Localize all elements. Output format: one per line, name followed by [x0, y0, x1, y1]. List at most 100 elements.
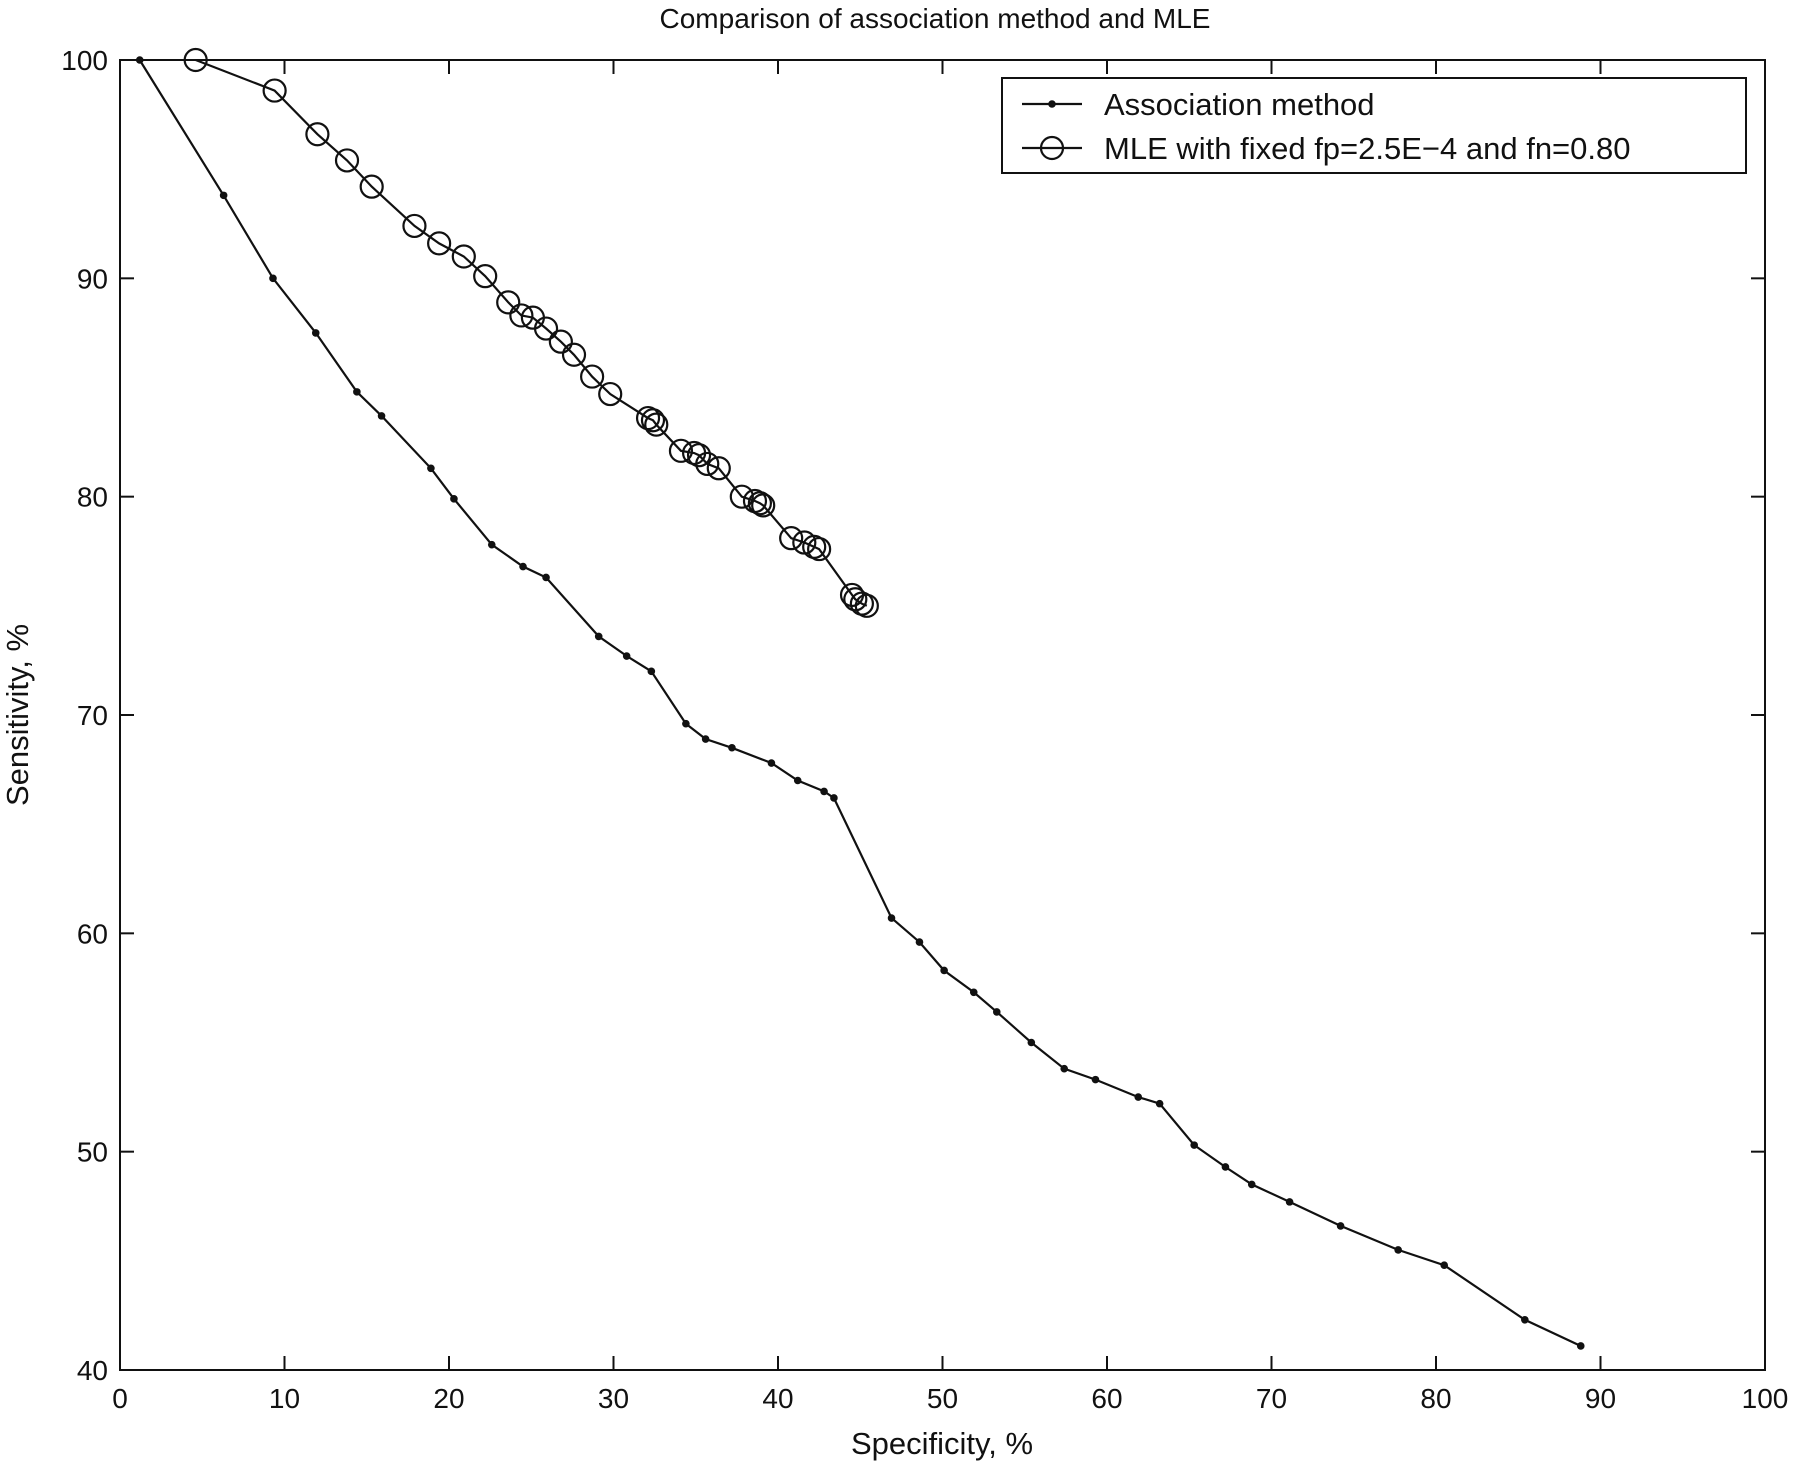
data-point-dot	[887, 914, 896, 922]
data-point-circle	[473, 264, 498, 289]
data-point-circle	[496, 290, 521, 315]
legend: Association method MLE with fixed fp=2.5…	[1001, 77, 1747, 174]
plot-frame	[119, 59, 1766, 1371]
data-point-dot	[1091, 1075, 1100, 1084]
data-point-circle	[807, 536, 832, 562]
data-point-dot	[820, 787, 828, 796]
x-tick-label: 50	[927, 1383, 958, 1414]
data-point-dot	[519, 562, 527, 571]
legend-marker-mle	[1039, 135, 1065, 161]
data-point-circle	[644, 412, 669, 437]
x-tick-label: 90	[1585, 1383, 1616, 1414]
x-tick-labels: 0 10 20 30 40 50 60 70 80 90 100	[112, 1383, 1788, 1414]
data-point-dot	[1134, 1093, 1143, 1101]
data-point-dot	[647, 667, 656, 676]
data-point-circle	[580, 364, 605, 389]
x-tick-label: 80	[1420, 1383, 1451, 1414]
data-point-circle	[334, 148, 360, 173]
data-point-dot	[1027, 1038, 1036, 1047]
data-point-circle	[747, 491, 773, 516]
data-point-dot	[487, 540, 496, 549]
axis-ticks	[119, 59, 1766, 1371]
data-point-dot	[219, 191, 228, 200]
y-tick-label: 50	[77, 1137, 108, 1168]
data-point-dot	[1247, 1180, 1256, 1189]
x-tick-label: 100	[1742, 1383, 1789, 1414]
data-point-dot	[1576, 1342, 1585, 1350]
data-point-dot	[728, 743, 736, 752]
data-point-circle	[548, 329, 573, 354]
data-point-circle	[262, 78, 287, 103]
series-2	[183, 47, 879, 618]
data-point-circle	[668, 438, 694, 463]
data-point-circle	[359, 174, 384, 199]
legend-label-association: Association method	[1104, 87, 1375, 122]
data-point-dot	[427, 464, 435, 473]
x-tick-label: 0	[112, 1383, 128, 1414]
y-tick-label: 60	[77, 918, 108, 949]
data-point-dot	[311, 329, 320, 337]
data-point-dot	[377, 412, 386, 420]
data-point-circle	[729, 484, 754, 509]
data-point-circle	[451, 244, 476, 269]
data-point-dot	[1060, 1064, 1069, 1073]
series-line	[138, 59, 1582, 1347]
data-point-dot	[940, 966, 948, 975]
data-point-dot	[1521, 1315, 1529, 1324]
x-tick-label: 60	[1091, 1383, 1122, 1414]
data-point-dot	[1336, 1222, 1345, 1230]
data-point-dot	[992, 1008, 1001, 1016]
x-tick-label: 70	[1256, 1383, 1287, 1414]
legend-marker-association	[1048, 100, 1056, 108]
data-point-circle	[561, 342, 587, 367]
series-layer	[135, 47, 1585, 1350]
data-point-dot	[830, 794, 838, 802]
data-point-dot	[594, 632, 603, 641]
series-line	[195, 58, 868, 607]
data-point-dot	[135, 56, 144, 64]
data-point-circle	[751, 493, 776, 518]
data-point-dot	[1285, 1198, 1294, 1206]
y-tick-label: 40	[77, 1355, 108, 1386]
data-point-dot	[1155, 1099, 1164, 1108]
data-point-circle	[183, 47, 208, 73]
data-point-circle	[402, 213, 427, 239]
data-point-dot	[542, 573, 550, 582]
data-point-circle	[427, 231, 452, 256]
y-tick-label: 100	[61, 45, 108, 76]
data-point-dot	[767, 759, 776, 767]
data-point-dot	[969, 988, 978, 997]
data-point-dot	[1190, 1141, 1198, 1149]
data-point-dot	[701, 735, 710, 743]
legend-box	[1001, 77, 1747, 174]
data-point-dot	[682, 719, 690, 728]
data-point-dot	[915, 938, 924, 946]
data-point-circle	[695, 451, 720, 477]
y-axis-label: Sensitivity, %	[0, 624, 35, 806]
data-point-dot	[1440, 1261, 1449, 1269]
y-tick-label: 90	[77, 263, 108, 294]
data-point-dot	[353, 388, 361, 396]
chart-title: Comparison of association method and MLE	[660, 3, 1211, 34]
data-point-circle	[305, 122, 330, 147]
data-point-dot	[793, 776, 802, 785]
data-point-dot	[269, 274, 277, 283]
y-tick-label: 70	[77, 700, 108, 731]
x-tick-label: 20	[433, 1383, 464, 1414]
data-point-dot	[1394, 1246, 1402, 1254]
data-point-circle	[640, 408, 666, 433]
data-point-circle	[509, 303, 534, 328]
data-point-circle	[843, 587, 868, 612]
x-tick-label: 10	[269, 1383, 300, 1414]
data-point-circle	[533, 316, 559, 341]
series-1	[135, 56, 1585, 1350]
data-point-circle	[706, 456, 731, 481]
data-point-circle	[686, 443, 712, 468]
data-point-dot	[450, 495, 458, 503]
x-tick-label: 30	[598, 1383, 629, 1414]
data-point-circle	[779, 526, 804, 551]
data-point-dot	[622, 652, 631, 660]
x-axis-label: Specificity, %	[851, 1426, 1033, 1461]
x-tick-label: 40	[762, 1383, 793, 1414]
